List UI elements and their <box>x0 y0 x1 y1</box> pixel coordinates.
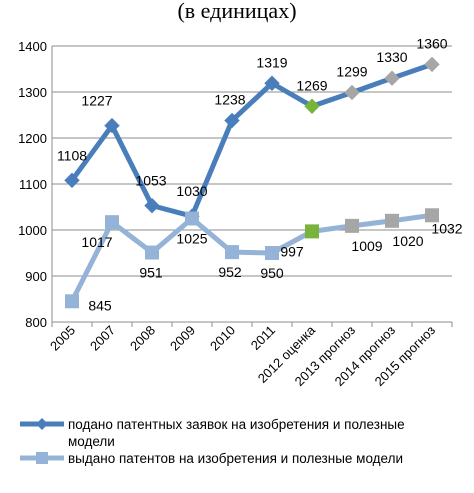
y-tick-label: 800 <box>25 315 47 330</box>
legend-label-2: выдано патентов на изобретения и полезны… <box>68 451 403 466</box>
data-point <box>225 245 239 260</box>
gridlines <box>52 45 452 323</box>
legend: подано патентных заявок на изобретения и… <box>20 417 405 466</box>
x-tick-label: 2005 <box>47 323 78 354</box>
x-tick-label: 2008 <box>127 323 158 354</box>
data-point <box>65 294 79 309</box>
x-tick-label: 2011 <box>248 323 278 353</box>
x-tick-label: 2009 <box>167 323 198 354</box>
series-group <box>64 56 440 309</box>
y-tick-label: 1000 <box>18 223 47 238</box>
data-point <box>105 215 119 230</box>
data-point <box>384 70 400 86</box>
data-point <box>425 208 439 223</box>
legend-label-1: модели <box>68 434 115 449</box>
data-label: 1299 <box>336 63 367 79</box>
legend-label-1: подано патентных заявок на изобретения и… <box>68 417 405 432</box>
data-label: 952 <box>218 264 242 280</box>
data-point <box>265 246 279 260</box>
data-point <box>264 75 280 91</box>
data-label: 845 <box>88 297 112 313</box>
data-label: 1030 <box>176 183 207 199</box>
data-label: 997 <box>280 243 304 259</box>
legend-marker-2 <box>36 452 48 464</box>
data-label: 1108 <box>57 147 87 163</box>
x-tick-label: 2007 <box>87 323 118 354</box>
chart-title: (в единицах) <box>177 0 296 23</box>
data-point <box>104 117 120 134</box>
data-label: 1319 <box>256 54 287 70</box>
series-line-1 <box>69 61 435 219</box>
data-point <box>385 213 399 228</box>
data-label: 1053 <box>135 173 166 189</box>
data-label: 1269 <box>296 77 327 93</box>
data-point <box>224 112 240 129</box>
data-label: 1360 <box>416 35 447 51</box>
series-line-2 <box>69 212 435 304</box>
data-point <box>185 211 199 226</box>
data-label: 951 <box>139 265 163 281</box>
y-tick-label: 1400 <box>18 39 47 54</box>
data-labels: 1108 1227 1053 1030 1238 1319 1269 1299 1330 1360… <box>57 35 463 313</box>
data-point <box>304 98 320 114</box>
y-tick-label: 1100 <box>19 177 47 192</box>
data-label: 1020 <box>392 233 423 249</box>
data-point <box>144 197 160 214</box>
data-label: 1238 <box>214 92 245 108</box>
data-label: 1025 <box>176 231 207 247</box>
legend-marker-1 <box>36 418 48 430</box>
data-label: 1227 <box>81 93 112 109</box>
data-point <box>345 218 359 233</box>
data-point <box>145 245 159 260</box>
data-label: 1330 <box>376 49 407 65</box>
data-label: 1017 <box>81 234 112 250</box>
x-tick-label: 2010 <box>207 323 238 354</box>
data-point <box>424 56 440 73</box>
data-point <box>64 172 80 189</box>
y-tick-label: 1300 <box>18 85 47 100</box>
data-label: 1009 <box>351 238 382 254</box>
data-label: 950 <box>260 265 284 281</box>
y-tick-label: 1200 <box>18 131 47 146</box>
data-point <box>344 84 360 101</box>
data-label: 1032 <box>431 220 462 236</box>
y-tick-label: 900 <box>25 269 47 284</box>
data-point <box>305 224 319 239</box>
